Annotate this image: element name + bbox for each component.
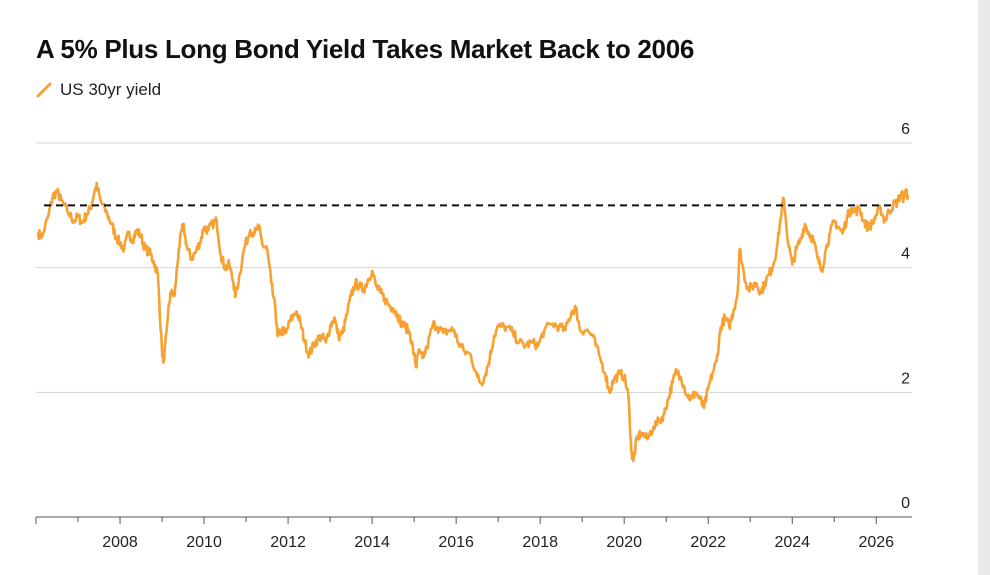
x-tick-label-2010: 2010: [186, 534, 222, 551]
x-tick-label-2022: 2022: [690, 534, 726, 551]
x-tick-label-2012: 2012: [270, 534, 306, 551]
x-tick-label-2008: 2008: [102, 534, 138, 551]
legend-line-icon: [36, 82, 52, 98]
y-tick-label-6: 6: [901, 121, 910, 138]
x-tick-label-2018: 2018: [522, 534, 558, 551]
right-edge-strip: [978, 0, 990, 575]
y-axis-labels: 0 2 4 6: [901, 121, 910, 512]
y-tick-label-4: 4: [901, 246, 910, 263]
grid-lines: [36, 142, 912, 393]
x-tick-label-2024: 2024: [774, 534, 810, 551]
x-tick-label-2014: 2014: [354, 534, 390, 551]
x-tick-label-2016: 2016: [438, 534, 474, 551]
y-tick-label-0: 0: [901, 495, 910, 512]
x-tick-label-2020: 2020: [606, 534, 642, 551]
series-line-us-30yr-yield: [36, 181, 910, 463]
legend: US 30yr yield: [36, 80, 161, 100]
chart-title: A 5% Plus Long Bond Yield Takes Market B…: [36, 34, 695, 64]
legend-label-us-30yr-yield: US 30yr yield: [60, 80, 162, 99]
x-tick-label-2026: 2026: [858, 534, 894, 551]
x-axis: 2008 2010 2012 2014 2016 2018 2020 2022 2024 2026: [35, 516, 912, 551]
y-tick-label-2: 2: [901, 370, 910, 387]
series-layer: [36, 181, 910, 463]
